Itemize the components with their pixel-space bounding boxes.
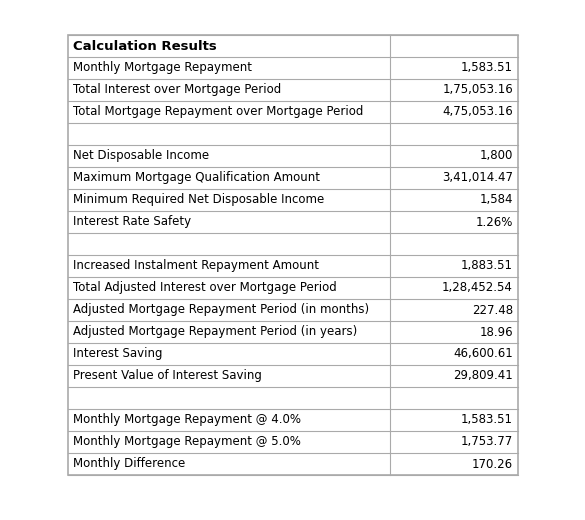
- Text: Present Value of Interest Saving: Present Value of Interest Saving: [73, 370, 262, 383]
- Text: Calculation Results: Calculation Results: [73, 40, 217, 53]
- Text: Maximum Mortgage Qualification Amount: Maximum Mortgage Qualification Amount: [73, 172, 320, 185]
- Text: Net Disposable Income: Net Disposable Income: [73, 150, 209, 162]
- Text: 4,75,053.16: 4,75,053.16: [442, 106, 513, 119]
- Text: 170.26: 170.26: [472, 458, 513, 471]
- Text: 1,583.51: 1,583.51: [461, 413, 513, 426]
- Text: Monthly Difference: Monthly Difference: [73, 458, 185, 471]
- Text: Interest Saving: Interest Saving: [73, 347, 163, 360]
- Text: 227.48: 227.48: [472, 304, 513, 317]
- Bar: [68, 35, 518, 475]
- Text: Interest Rate Safety: Interest Rate Safety: [73, 215, 191, 228]
- Text: 1.26%: 1.26%: [476, 215, 513, 228]
- Text: 1,583.51: 1,583.51: [461, 61, 513, 74]
- Text: 1,753.77: 1,753.77: [461, 436, 513, 448]
- Text: Adjusted Mortgage Repayment Period (in months): Adjusted Mortgage Repayment Period (in m…: [73, 304, 369, 317]
- Text: Total Mortgage Repayment over Mortgage Period: Total Mortgage Repayment over Mortgage P…: [73, 106, 363, 119]
- Text: Monthly Mortgage Repayment @ 5.0%: Monthly Mortgage Repayment @ 5.0%: [73, 436, 301, 448]
- Text: 1,883.51: 1,883.51: [461, 259, 513, 272]
- Text: 1,800: 1,800: [480, 150, 513, 162]
- Text: Monthly Mortgage Repayment: Monthly Mortgage Repayment: [73, 61, 252, 74]
- Text: Monthly Mortgage Repayment @ 4.0%: Monthly Mortgage Repayment @ 4.0%: [73, 413, 301, 426]
- Text: Total Adjusted Interest over Mortgage Period: Total Adjusted Interest over Mortgage Pe…: [73, 281, 337, 294]
- Text: Adjusted Mortgage Repayment Period (in years): Adjusted Mortgage Repayment Period (in y…: [73, 326, 357, 339]
- Text: 1,75,053.16: 1,75,053.16: [442, 84, 513, 97]
- Text: 1,584: 1,584: [480, 193, 513, 206]
- Text: Minimum Required Net Disposable Income: Minimum Required Net Disposable Income: [73, 193, 324, 206]
- Text: 46,600.61: 46,600.61: [453, 347, 513, 360]
- Text: Total Interest over Mortgage Period: Total Interest over Mortgage Period: [73, 84, 281, 97]
- Text: 1,28,452.54: 1,28,452.54: [442, 281, 513, 294]
- Text: 29,809.41: 29,809.41: [453, 370, 513, 383]
- Text: 3,41,014.47: 3,41,014.47: [442, 172, 513, 185]
- Text: 18.96: 18.96: [479, 326, 513, 339]
- Text: Increased Instalment Repayment Amount: Increased Instalment Repayment Amount: [73, 259, 319, 272]
